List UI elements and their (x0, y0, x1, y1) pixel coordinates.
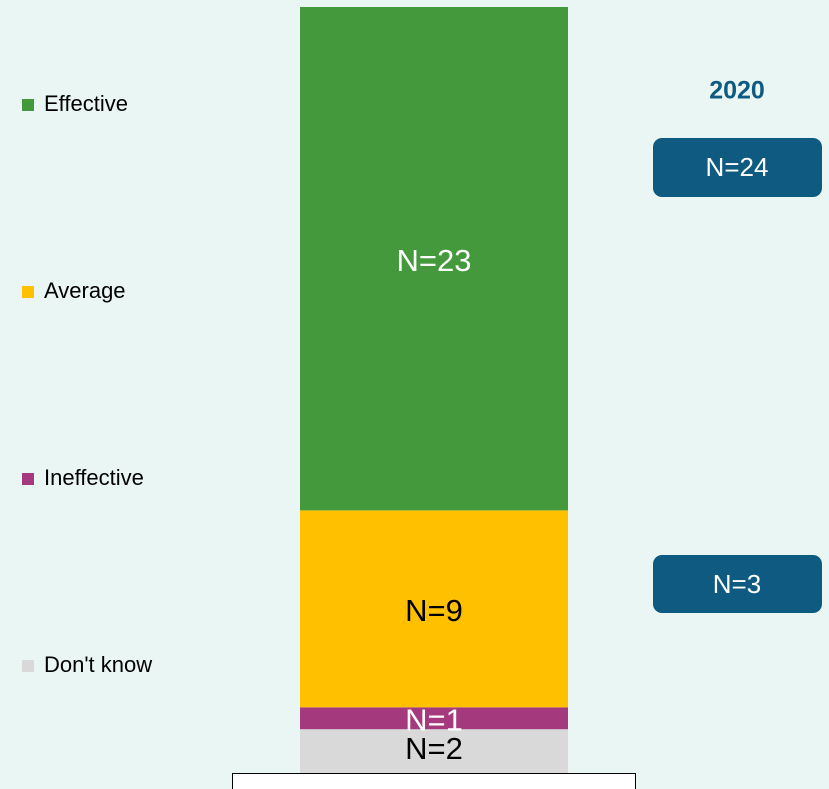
legend-label: Average (44, 278, 126, 303)
legend-label: Don't know (44, 652, 152, 677)
data-label: N=1 (405, 702, 463, 737)
legend-swatch (22, 99, 34, 111)
bar-segment (300, 707, 568, 730)
data-label: N=23 (397, 243, 472, 278)
legend-swatch (22, 473, 34, 485)
legend-label: Ineffective (44, 465, 144, 490)
legend-swatch (22, 286, 34, 298)
category-box (232, 773, 636, 789)
data-label: N=2 (405, 731, 463, 766)
annotation-box (653, 555, 822, 613)
annotation: N=24 (706, 152, 769, 182)
legend-swatch (22, 660, 34, 672)
annotation-box (653, 138, 822, 197)
data-label: N=9 (405, 593, 463, 628)
legend-label: Effective (44, 91, 128, 116)
annotation: N=3 (713, 569, 761, 599)
bar-segment (300, 510, 568, 708)
bar-segment (300, 7, 568, 511)
category-label: 2020 (709, 77, 765, 105)
bar-segment (300, 729, 568, 773)
